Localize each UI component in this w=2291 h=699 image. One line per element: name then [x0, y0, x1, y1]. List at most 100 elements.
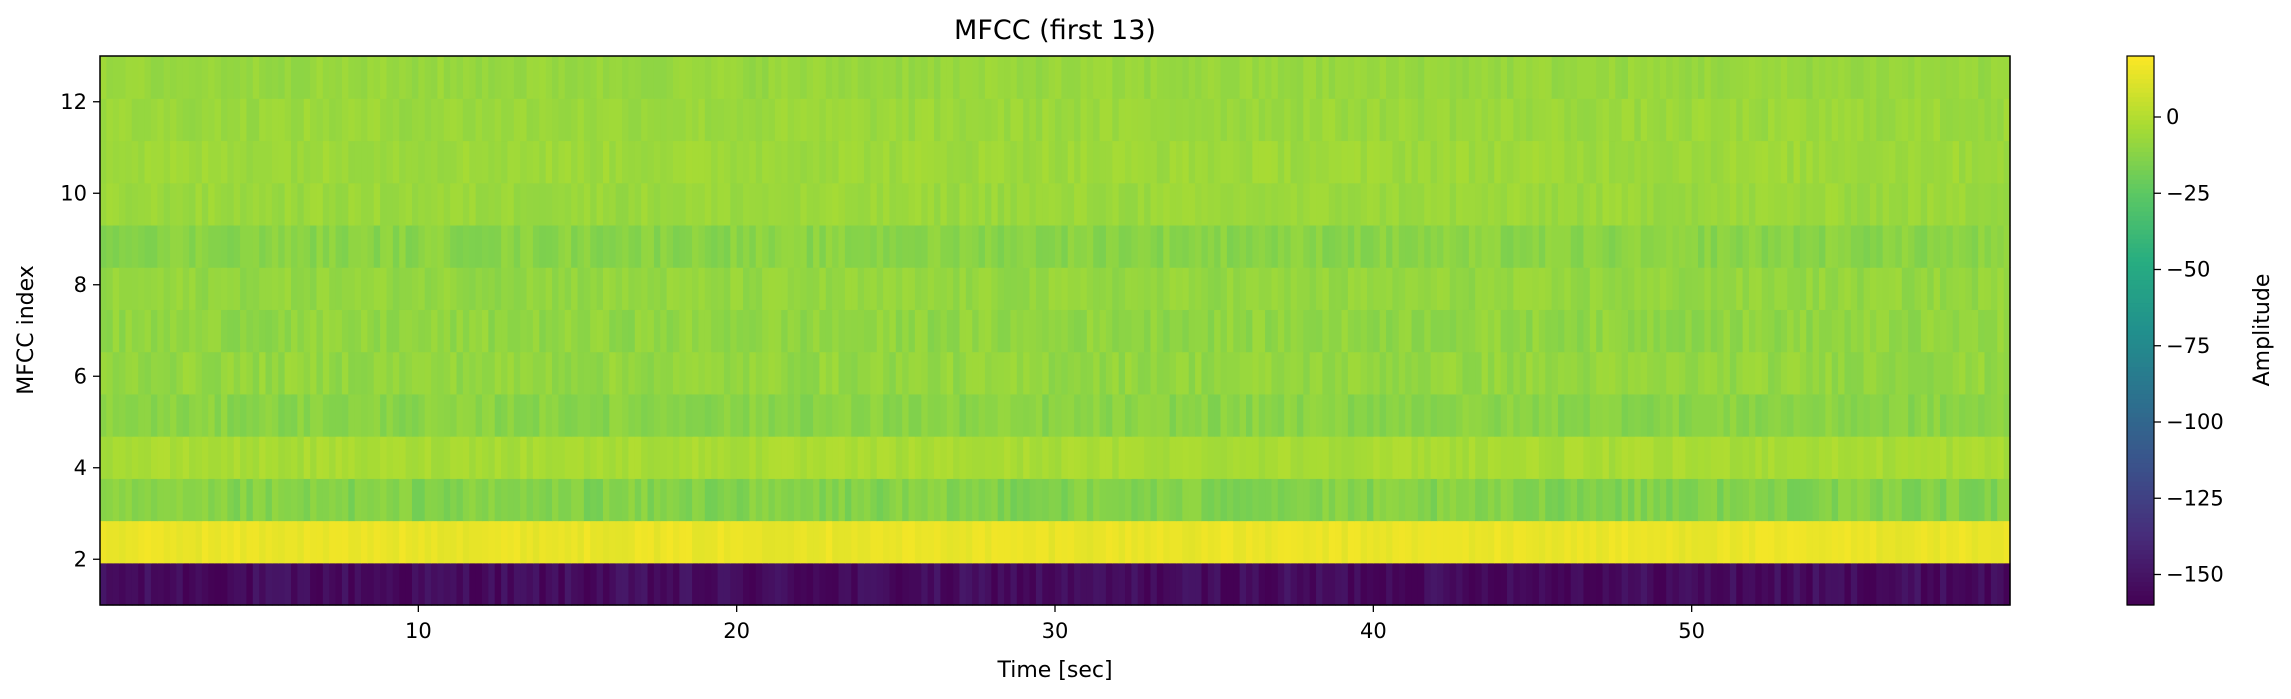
heatmap-cell — [1296, 562, 1304, 606]
heatmap-cell — [252, 309, 260, 353]
heatmap-cell — [1723, 140, 1731, 184]
heatmap-cell — [1010, 224, 1018, 268]
heatmap-cell — [762, 267, 770, 310]
heatmap-cell — [730, 182, 738, 226]
heatmap-cell — [367, 98, 375, 142]
heatmap-cell — [1061, 98, 1069, 142]
heatmap-cell — [1564, 224, 1572, 268]
heatmap-cell — [1519, 520, 1527, 564]
heatmap-cell — [456, 436, 464, 479]
heatmap-cell — [100, 309, 107, 353]
heatmap-cell — [316, 224, 324, 268]
heatmap-cell — [1678, 351, 1686, 395]
heatmap-cell — [723, 224, 731, 268]
heatmap-cell — [876, 56, 884, 99]
heatmap-cell — [1589, 98, 1597, 142]
heatmap-cell — [1074, 520, 1082, 564]
heatmap-cell — [1691, 267, 1699, 310]
heatmap-cell — [1277, 309, 1285, 353]
heatmap-cell — [1545, 56, 1553, 99]
heatmap-cell — [921, 520, 929, 564]
heatmap-cell — [768, 351, 776, 395]
heatmap-cell — [475, 140, 483, 184]
heatmap-cell — [1074, 224, 1082, 268]
heatmap-cell — [1386, 309, 1394, 353]
heatmap-cell — [704, 56, 712, 99]
heatmap-cell — [1819, 520, 1826, 564]
heatmap-cell — [1392, 351, 1400, 395]
heatmap-cell — [233, 140, 241, 184]
heatmap-cell — [1316, 478, 1323, 522]
heatmap-cell — [1475, 98, 1483, 142]
heatmap-cell — [1468, 182, 1476, 226]
heatmap-cell — [303, 182, 311, 226]
heatmap-cell — [1596, 98, 1604, 142]
heatmap-cell — [806, 562, 814, 606]
heatmap-cell — [494, 140, 502, 184]
heatmap-cell — [1010, 351, 1018, 395]
heatmap-cell — [1780, 436, 1788, 479]
heatmap-cell — [851, 562, 859, 606]
heatmap-cell — [1220, 56, 1228, 99]
heatmap-cell — [462, 436, 470, 479]
heatmap-cell — [431, 140, 439, 184]
heatmap-cell — [405, 267, 413, 310]
heatmap-cell — [883, 520, 891, 564]
heatmap-cell — [1182, 478, 1190, 522]
heatmap-cell — [437, 224, 445, 268]
heatmap-cell — [1831, 140, 1839, 184]
heatmap-cell — [240, 267, 248, 310]
heatmap-cell — [1685, 182, 1693, 226]
heatmap-cell — [1532, 56, 1540, 99]
colorbar-segment — [2127, 563, 2154, 569]
heatmap-cell — [112, 267, 120, 310]
heatmap-cell — [208, 56, 216, 99]
heatmap-cell — [1309, 309, 1317, 353]
heatmap-cell — [660, 182, 668, 226]
heatmap-cell — [552, 309, 559, 353]
heatmap-cell — [927, 309, 935, 353]
heatmap-cell — [583, 520, 591, 564]
heatmap-cell — [1596, 436, 1604, 479]
heatmap-cell — [182, 267, 190, 310]
heatmap-cell — [1939, 98, 1947, 142]
heatmap-cell — [1698, 351, 1705, 395]
heatmap-cell — [653, 98, 661, 142]
heatmap-cell — [876, 224, 884, 268]
heatmap-cell — [507, 224, 515, 268]
heatmap-cell — [1112, 393, 1120, 437]
heatmap-cell — [1780, 478, 1788, 522]
heatmap-cell — [972, 267, 980, 310]
heatmap-cell — [1908, 140, 1916, 184]
heatmap-cell — [1640, 140, 1648, 184]
heatmap-cell — [112, 309, 120, 353]
heatmap-cell — [1099, 562, 1107, 606]
heatmap-cell — [208, 436, 216, 479]
heatmap-cell — [163, 478, 171, 522]
heatmap-cell — [870, 267, 878, 310]
heatmap-cell — [1806, 56, 1814, 99]
heatmap-cell — [1118, 351, 1126, 395]
colorbar-segment — [2127, 289, 2154, 295]
heatmap-cell — [1379, 393, 1387, 437]
heatmap-cell — [1163, 478, 1171, 522]
heatmap-cell — [1086, 140, 1094, 184]
heatmap-cell — [1347, 393, 1355, 437]
heatmap-cell — [271, 520, 279, 564]
heatmap-cell — [577, 267, 585, 310]
heatmap-cell — [1290, 56, 1298, 99]
heatmap-cell — [1271, 182, 1279, 226]
heatmap-cell — [189, 393, 197, 437]
heatmap-cell — [1411, 393, 1419, 437]
heatmap-cell — [1634, 56, 1642, 99]
heatmap-cell — [596, 224, 604, 268]
heatmap-cell — [1526, 562, 1534, 606]
heatmap-cell — [380, 393, 388, 437]
heatmap-cell — [1201, 182, 1209, 226]
heatmap-cell — [953, 478, 961, 522]
heatmap-cell — [1793, 351, 1801, 395]
heatmap-cell — [310, 56, 318, 99]
heatmap-cell — [1825, 351, 1833, 395]
heatmap-cell — [953, 351, 961, 395]
heatmap-cell — [265, 140, 273, 184]
